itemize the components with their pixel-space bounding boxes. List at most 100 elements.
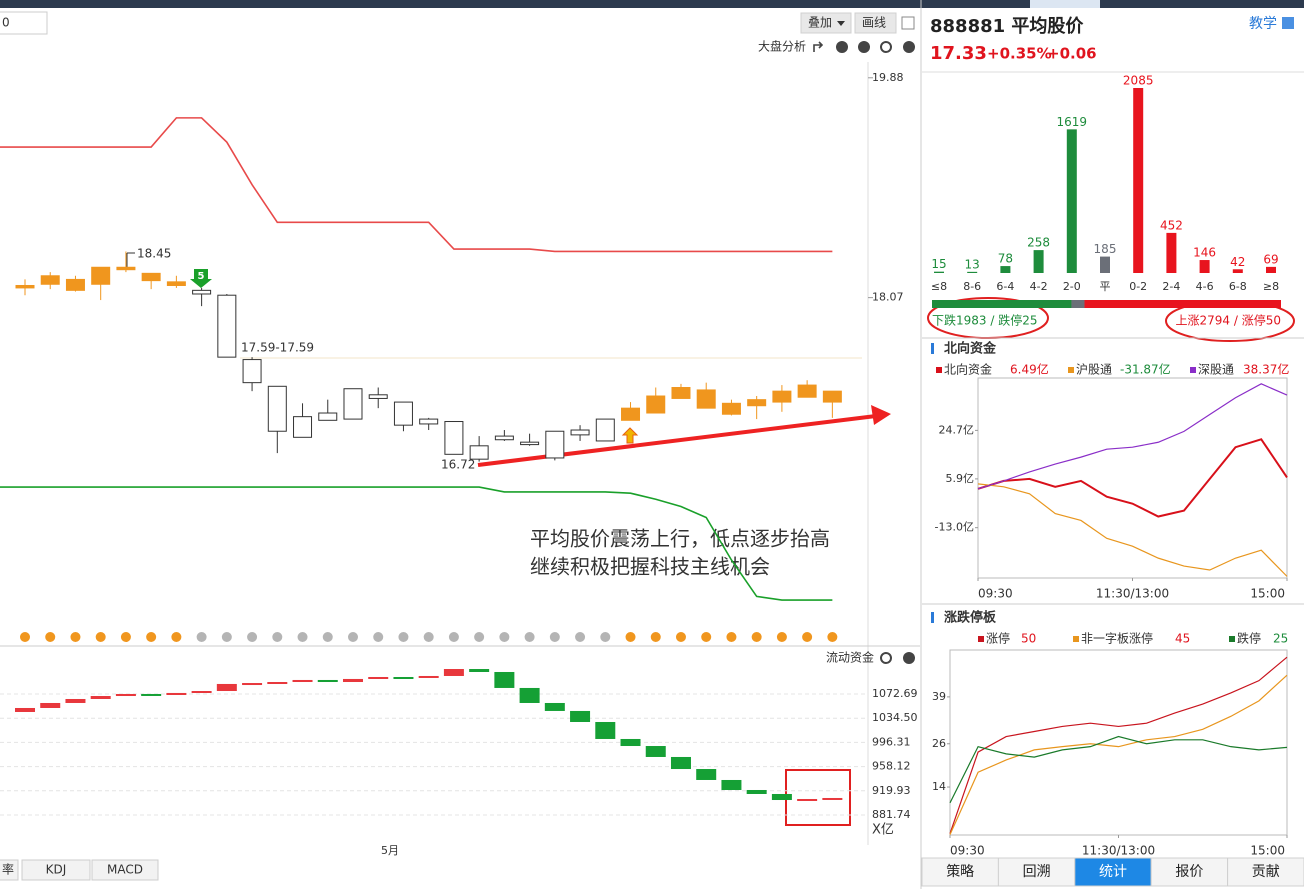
signal-dot <box>272 632 283 642</box>
signal-dot <box>701 632 712 642</box>
flow-unit: X亿 <box>872 823 894 838</box>
candle-body <box>545 430 565 459</box>
flow-bar <box>141 693 162 696</box>
dist-category: 4-6 <box>1196 280 1214 293</box>
flow-bar <box>90 696 111 699</box>
highlight-box <box>785 769 851 826</box>
legend-name: 跌停 <box>1237 631 1261 646</box>
candle-body <box>595 418 615 442</box>
bottom-tab-label: 统计 <box>1099 864 1127 880</box>
flow-bar <box>822 797 843 800</box>
indicator-tab[interactable] <box>21 859 91 881</box>
bottom-tab-label: 贡献 <box>1252 864 1280 880</box>
candle-body <box>747 399 767 407</box>
dist-bar <box>1232 269 1243 273</box>
flow-bar <box>65 698 86 703</box>
bottom-tab[interactable] <box>1074 857 1152 887</box>
flow-settings[interactable] <box>880 652 892 664</box>
signal-dot <box>575 632 586 642</box>
signal-dot <box>549 632 560 642</box>
flow-help[interactable] <box>903 652 915 664</box>
dist-bar <box>934 271 944 273</box>
flow-bar <box>242 683 263 686</box>
refresh-icon[interactable] <box>813 41 824 52</box>
ratio-segment <box>1084 300 1281 308</box>
draw-label: 画线 <box>862 16 886 30</box>
zoom-out[interactable] <box>858 41 870 53</box>
dist-category: 8-6 <box>963 280 981 293</box>
dist-value: 452 <box>1160 218 1183 232</box>
gap-label: 17.59-17.59 <box>241 341 314 355</box>
legend-name: 涨停 <box>986 631 1010 646</box>
dist-bar <box>1100 256 1110 273</box>
legend-value: -31.87亿 <box>1120 362 1171 377</box>
bottom-tab[interactable] <box>1227 857 1304 887</box>
y-tick-label: 18.07 <box>872 291 904 304</box>
signal-dot <box>247 632 258 642</box>
input-box[interactable] <box>0 11 48 35</box>
flow-bar <box>670 756 691 770</box>
plot-frame <box>949 649 1288 836</box>
zoom-in[interactable] <box>836 41 848 53</box>
y-tick-label: -13.0亿 <box>935 521 974 534</box>
grid-icon[interactable] <box>901 16 915 30</box>
signal-dot <box>827 632 838 642</box>
dist-value: 15 <box>931 257 946 271</box>
bottom-tab[interactable] <box>921 857 999 887</box>
flow-bar <box>292 679 313 683</box>
flow-bar <box>721 779 742 790</box>
flow-bar <box>494 671 515 688</box>
note-line: 平均股价震荡上行，低点逐步抬高 <box>530 527 830 551</box>
band-line <box>0 117 833 253</box>
overlay-label: 叠加 <box>808 16 832 30</box>
legend-swatch <box>936 367 942 373</box>
candle-body <box>242 359 262 384</box>
signal-dot <box>196 632 207 642</box>
input-value: 0 <box>2 16 10 30</box>
dropdown-arrow <box>837 21 845 26</box>
dist-category: ≥8 <box>1263 280 1279 293</box>
flow-bar <box>267 682 288 685</box>
candle-body <box>520 441 540 446</box>
flow-bar <box>368 676 389 679</box>
settings[interactable] <box>880 41 892 53</box>
dist-category: 2-0 <box>1063 280 1081 293</box>
candle-body <box>293 416 313 438</box>
candle-body <box>217 294 237 358</box>
dist-category: 0-2 <box>1129 280 1147 293</box>
tutorial-link[interactable]: 教学 <box>1249 16 1277 32</box>
signal-dot <box>221 632 232 642</box>
top-nav <box>0 0 1304 8</box>
legend-name: 沪股通 <box>1076 363 1112 377</box>
low-label: 16.72 <box>441 458 475 472</box>
candle-body <box>419 418 439 425</box>
candle-body <box>444 421 464 455</box>
bottom-tab[interactable] <box>997 857 1076 887</box>
dist-bar <box>1133 88 1144 273</box>
indicator-tab-label: KDJ <box>46 863 67 877</box>
legend-swatch <box>978 636 984 642</box>
indicator-tab[interactable] <box>91 859 159 881</box>
up-summary: 上涨2794 / 涨停50 <box>1176 313 1281 328</box>
dist-category: 4-2 <box>1030 280 1048 293</box>
overlay-button[interactable] <box>800 12 852 34</box>
y-tick-label: 24.7亿 <box>939 423 975 436</box>
y-tick-label: 19.88 <box>872 71 904 84</box>
candle-body <box>772 390 792 403</box>
draw-button[interactable] <box>854 12 897 34</box>
flow-bar <box>418 675 439 678</box>
market-analysis[interactable]: 大盘分析 <box>758 39 806 54</box>
flow-title: 流动资金 <box>826 650 874 665</box>
candle-body <box>646 395 666 414</box>
candle-body <box>494 435 514 441</box>
signal-dot <box>70 632 81 642</box>
help[interactable] <box>903 41 915 53</box>
dist-bar <box>1266 266 1276 273</box>
flow-bar <box>771 793 792 801</box>
signal-dot <box>650 632 661 642</box>
tutorial-icon[interactable] <box>1282 17 1294 29</box>
flow-bar <box>645 746 666 757</box>
indicator-tab[interactable] <box>0 859 19 881</box>
flow-bar <box>519 687 540 703</box>
